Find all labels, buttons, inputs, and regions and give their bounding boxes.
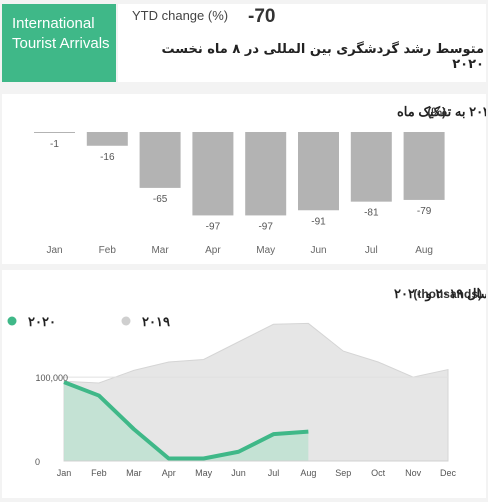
x-tick-label: Sep xyxy=(335,468,351,478)
x-tick-label: Feb xyxy=(91,468,107,478)
bar-value-label: -79 xyxy=(417,206,432,217)
series-2020-line xyxy=(63,380,309,461)
bar-value-label: -81 xyxy=(364,208,379,219)
x-tick-label: Jul xyxy=(268,468,280,478)
x-tick-label: May xyxy=(195,468,213,478)
bar-apr xyxy=(192,132,234,216)
ytd-value: -70 xyxy=(248,6,276,27)
bar-feb xyxy=(86,132,128,146)
x-tick-label: Oct xyxy=(371,468,386,478)
kpi-tile-title: International Tourist Arrivals xyxy=(12,15,110,52)
bar-value-label: -97 xyxy=(258,221,273,232)
bar-category-label: Apr xyxy=(205,245,221,256)
legend-2020-marker xyxy=(7,316,17,326)
x-tick-label: Jan xyxy=(57,468,72,478)
bar-category-label: Jun xyxy=(310,245,326,256)
kpi-card: YTD change (%) -70 متوسط رشد گردشگری بین… xyxy=(118,4,486,82)
comparison-panel: (thousands) مقایسه وضعیت گردشگران بین ال… xyxy=(2,270,488,498)
bar-category-label: Jan xyxy=(46,245,62,256)
ytd-label: YTD change (%) xyxy=(132,8,229,23)
bar-category-label: Jul xyxy=(365,245,378,256)
area-chart-unit: (thousands) xyxy=(413,287,482,301)
x-tick-label: Nov xyxy=(405,468,422,478)
legend-2019-label: ۲۰۱۹ xyxy=(142,314,170,329)
area-chart-title: مقایسه وضعیت گردشگران بین المللی در سطح … xyxy=(394,285,486,302)
y-tick-label: 100,000 xyxy=(35,373,68,383)
legend-2019-marker xyxy=(121,316,131,326)
bar-value-label: -16 xyxy=(100,152,115,163)
y-tick-label: 0 xyxy=(35,457,40,467)
monthly-growth-chart: رشد گردشگری جهانی در سال ۲۰۲۰ به تفکیک م… xyxy=(34,103,488,256)
x-tick-label: Jun xyxy=(231,468,246,478)
kpi-panel: International Tourist Arrivals YTD chang… xyxy=(0,0,488,86)
x-tick-label: Mar xyxy=(126,468,142,478)
monthly-growth-panel: رشد گردشگری جهانی در سال ۲۰۲۰ به تفکیک م… xyxy=(2,94,488,264)
bar-chart-title: رشد گردشگری جهانی در سال ۲۰۲۰ به تفکیک م… xyxy=(397,103,486,120)
bar-jul xyxy=(350,132,392,202)
legend-2020-label: ۲۰۲۰ xyxy=(28,314,56,329)
bar-category-label: May xyxy=(256,245,275,256)
kpi-caption: متوسط رشد گردشگری بین المللی در ۸ ماه نخ… xyxy=(161,42,484,72)
series-2020-area xyxy=(64,382,309,461)
bar-value-label: -65 xyxy=(153,194,168,205)
comparison-chart: (thousands) مقایسه وضعیت گردشگران بین ال… xyxy=(7,285,488,478)
bar-value-label: -97 xyxy=(206,221,221,232)
x-tick-label: Aug xyxy=(300,468,316,478)
bar-jun xyxy=(298,132,339,211)
bar-jan xyxy=(34,132,75,133)
kpi-tile: International Tourist Arrivals xyxy=(2,4,116,82)
bar-aug xyxy=(403,132,445,200)
x-tick-label: Dec xyxy=(440,468,457,478)
bar-category-label: Feb xyxy=(99,245,117,256)
bar-may xyxy=(245,132,287,216)
bar-chart-unit: (%) xyxy=(427,105,446,119)
series-2019-area xyxy=(63,322,449,462)
bar-value-label: -91 xyxy=(311,216,326,227)
bar-value-label: -1 xyxy=(50,139,59,150)
bar-category-label: Aug xyxy=(415,245,433,256)
bar-category-label: Mar xyxy=(151,245,169,256)
bar-mar xyxy=(139,132,181,188)
x-tick-label: Apr xyxy=(162,468,176,478)
